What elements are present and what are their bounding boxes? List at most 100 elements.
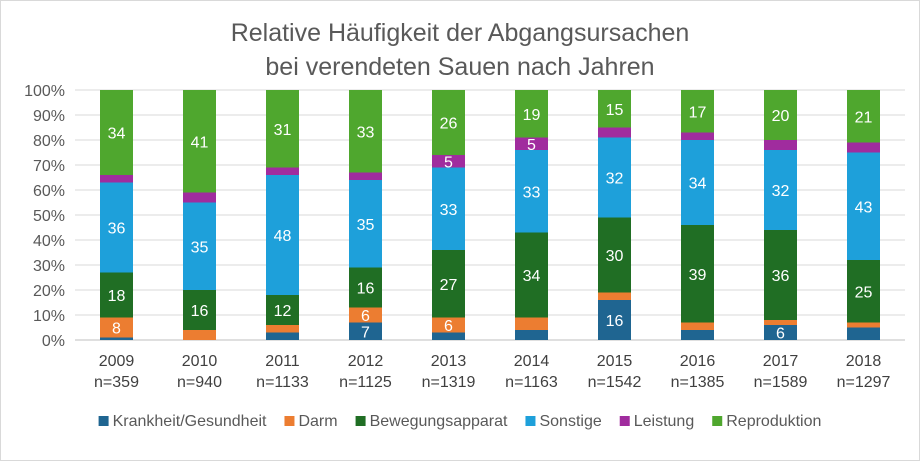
bar-segment <box>598 127 631 138</box>
bar-segment <box>515 232 548 318</box>
data-label: 7 <box>361 324 370 341</box>
y-tick-label: 10% <box>33 308 65 325</box>
data-label: 34 <box>523 268 541 285</box>
y-tick-label: 20% <box>33 283 65 300</box>
bar-segment <box>515 90 548 138</box>
data-label: 34 <box>108 126 126 143</box>
bar-segment <box>100 175 133 183</box>
x-tick-label: 2017 <box>763 353 799 370</box>
data-label: 6 <box>776 326 785 343</box>
x-tick-label: 2018 <box>846 353 882 370</box>
x-tick-sample-size: n=1163 <box>505 374 558 391</box>
bar-segment <box>432 90 465 155</box>
y-tick-label: 80% <box>33 133 65 150</box>
bar-segment <box>100 317 133 338</box>
data-label: 6 <box>444 318 453 335</box>
data-label: 27 <box>440 277 458 294</box>
legend-swatch <box>284 416 295 426</box>
legend-label: Darm <box>298 413 337 430</box>
x-tick-label: 2009 <box>99 353 135 370</box>
data-label: 43 <box>855 199 873 216</box>
bar-segment <box>515 317 548 330</box>
bar-segment <box>847 152 880 260</box>
bar-segment <box>847 322 880 328</box>
x-tick-sample-size: n=1125 <box>339 374 392 391</box>
bar-segment <box>183 202 216 290</box>
data-label: 33 <box>440 202 458 219</box>
bar-segment <box>598 217 631 293</box>
bar-segment <box>681 225 714 323</box>
bar-segment <box>515 137 548 150</box>
data-label: 35 <box>191 239 209 256</box>
data-label: 41 <box>191 134 209 151</box>
legend-label: Bewegungsapparat <box>370 413 508 430</box>
data-label: 21 <box>855 109 873 126</box>
bar-segment <box>349 180 382 268</box>
bar-segment <box>349 90 382 173</box>
data-label: 25 <box>855 284 873 301</box>
y-tick-label: 60% <box>33 183 65 200</box>
bar-segment <box>764 140 797 150</box>
data-label: 20 <box>772 108 790 125</box>
data-label: 15 <box>606 102 624 119</box>
x-tick-sample-size: n=1385 <box>671 374 725 391</box>
x-tick-sample-size: n=359 <box>94 374 139 391</box>
y-tick-label: 30% <box>33 258 65 275</box>
data-label: 32 <box>772 183 790 200</box>
data-label: 16 <box>357 281 375 298</box>
bar-segment <box>183 90 216 193</box>
bar-segment <box>183 192 216 203</box>
x-tick-label: 2011 <box>265 353 300 370</box>
bar-segment <box>764 230 797 320</box>
x-tick-sample-size: n=1133 <box>256 374 309 391</box>
bar-segment <box>598 137 631 218</box>
data-label: 16 <box>606 313 624 330</box>
bar-segment <box>764 90 797 140</box>
bar-segment <box>515 330 548 340</box>
x-tick-sample-size: n=1589 <box>754 374 808 391</box>
data-label: 36 <box>772 268 790 285</box>
bar-segment <box>598 300 631 340</box>
bar-segment <box>349 322 382 340</box>
bar-segment <box>432 167 465 250</box>
data-label: 48 <box>274 228 292 245</box>
x-tick-sample-size: n=1542 <box>588 374 642 391</box>
x-tick-label: 2013 <box>431 353 467 370</box>
legend-label: Reproduktion <box>726 413 821 430</box>
bar-segment <box>681 140 714 225</box>
bar-segment <box>764 320 797 325</box>
legend-label: Sonstige <box>539 413 601 430</box>
bar-segment <box>515 150 548 233</box>
data-label: 12 <box>274 303 292 320</box>
data-label: 31 <box>274 122 292 139</box>
data-label: 32 <box>606 171 624 188</box>
bar-segment <box>266 90 299 168</box>
data-label: 19 <box>523 107 541 124</box>
y-tick-label: 100% <box>24 83 65 100</box>
bar-segment <box>349 172 382 180</box>
bar-segment <box>183 290 216 330</box>
data-label: 33 <box>357 124 375 141</box>
data-label: 18 <box>108 288 126 305</box>
y-tick-label: 70% <box>33 158 65 175</box>
bar-segment <box>598 292 631 300</box>
data-label: 26 <box>440 116 458 133</box>
legend-swatch <box>525 416 536 426</box>
bar-segment <box>266 167 299 175</box>
bar-segment <box>266 325 299 333</box>
bar-segment <box>847 327 880 340</box>
bar-segment <box>349 267 382 308</box>
data-label: 35 <box>357 217 375 234</box>
bar-segment <box>432 317 465 333</box>
y-tick-label: 50% <box>33 208 65 225</box>
x-tick-sample-size: n=1297 <box>837 374 891 391</box>
legend-label: Krankheit/Gesundheit <box>113 413 267 430</box>
bar-segment <box>432 332 465 340</box>
bar-segment <box>100 337 133 340</box>
legend-swatch <box>355 416 366 426</box>
bar-segment <box>432 155 465 168</box>
x-tick-label: 2010 <box>182 353 218 370</box>
data-label: 36 <box>108 221 126 238</box>
legend-label: Leistung <box>634 413 695 430</box>
data-label: 6 <box>361 308 370 325</box>
